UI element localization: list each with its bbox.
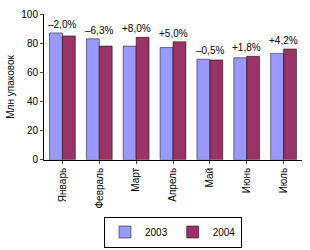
svg-text:+1,8%: +1,8%: [232, 42, 261, 53]
svg-text:2003: 2003: [145, 227, 168, 238]
svg-text:20: 20: [27, 125, 39, 136]
svg-text:60: 60: [27, 67, 39, 78]
svg-text:Май: Май: [204, 168, 215, 188]
svg-text:Млн упаковок: Млн упаковок: [5, 54, 16, 118]
svg-text:80: 80: [27, 38, 39, 49]
svg-text:Июнь: Июнь: [241, 168, 252, 193]
svg-text:Февраль: Февраль: [94, 168, 105, 209]
svg-text:40: 40: [27, 96, 39, 107]
svg-text:Январь: Январь: [57, 168, 68, 202]
svg-text:–2,0%: –2,0%: [48, 19, 76, 30]
svg-text:–0,5%: –0,5%: [196, 45, 224, 56]
svg-text:0: 0: [32, 154, 38, 165]
svg-text:+4,2%: +4,2%: [269, 35, 298, 46]
svg-text:100: 100: [21, 9, 38, 20]
svg-text:Апрель: Апрель: [167, 168, 178, 202]
svg-text:+8,0%: +8,0%: [122, 23, 151, 34]
svg-text:Июль: Июль: [278, 168, 289, 194]
svg-text:2004: 2004: [213, 227, 236, 238]
svg-text:–6,3%: –6,3%: [85, 25, 113, 36]
svg-text:+5,0%: +5,0%: [159, 28, 188, 39]
svg-text:Март: Март: [130, 167, 141, 191]
